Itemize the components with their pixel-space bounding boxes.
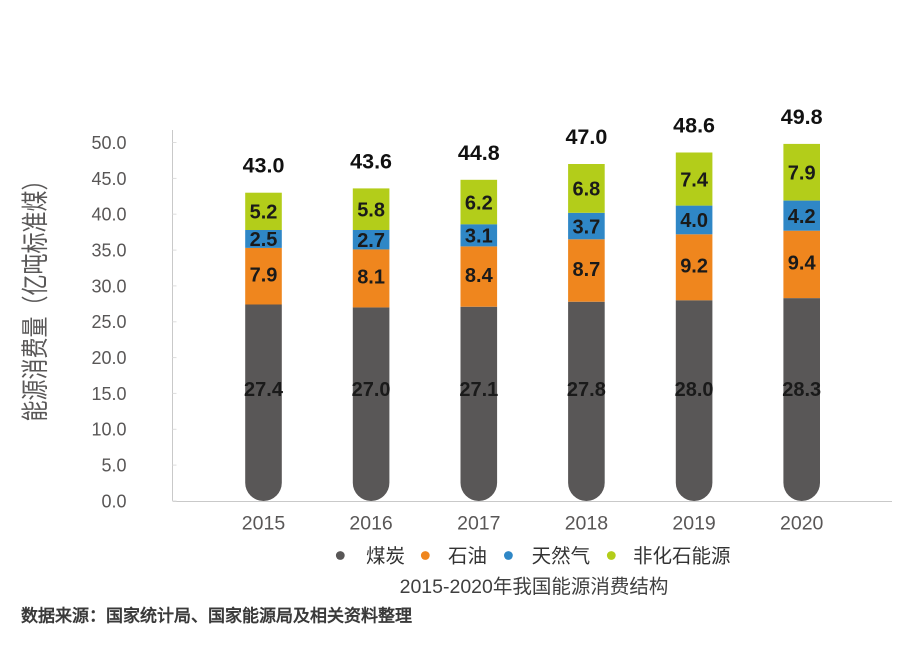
svg-text:7.9: 7.9 (788, 163, 816, 185)
svg-text:9.2: 9.2 (680, 256, 708, 278)
svg-text:27.8: 27.8 (567, 379, 606, 401)
svg-text:20.0: 20.0 (91, 348, 126, 368)
svg-text:48.6: 48.6 (673, 114, 715, 138)
svg-text:非化石能源: 非化石能源 (633, 546, 731, 568)
svg-text:2.5: 2.5 (250, 229, 278, 251)
svg-text:8.1: 8.1 (357, 267, 385, 289)
svg-text:43.6: 43.6 (350, 149, 392, 173)
svg-text:5.8: 5.8 (357, 200, 385, 222)
svg-text:27.1: 27.1 (459, 379, 498, 401)
svg-text:25.0: 25.0 (91, 312, 126, 332)
svg-text:石油: 石油 (448, 546, 487, 568)
svg-text:4.0: 4.0 (680, 210, 708, 232)
svg-text:27.0: 27.0 (352, 379, 391, 401)
svg-text:43.0: 43.0 (243, 154, 285, 178)
svg-text:28.0: 28.0 (675, 379, 714, 401)
svg-text:6.8: 6.8 (572, 179, 600, 201)
svg-text:15.0: 15.0 (91, 384, 126, 404)
svg-text:能源消费量（亿吨标准煤）: 能源消费量（亿吨标准煤） (21, 170, 51, 422)
svg-text:2015: 2015 (242, 513, 286, 535)
svg-text:2017: 2017 (457, 513, 500, 535)
svg-text:3.1: 3.1 (465, 226, 493, 248)
svg-text:47.0: 47.0 (565, 125, 607, 149)
svg-text:2.7: 2.7 (357, 230, 385, 252)
svg-text:45.0: 45.0 (91, 169, 126, 189)
svg-text:2016: 2016 (349, 513, 392, 535)
svg-text:28.3: 28.3 (782, 379, 821, 401)
svg-text:49.8: 49.8 (781, 105, 823, 129)
svg-text:2019: 2019 (672, 513, 715, 535)
svg-text:10.0: 10.0 (91, 420, 126, 440)
svg-text:44.8: 44.8 (458, 141, 500, 165)
svg-text:7.9: 7.9 (250, 265, 278, 287)
svg-text:50.0: 50.0 (91, 133, 126, 153)
svg-text:5.2: 5.2 (250, 202, 278, 224)
svg-text:数据来源：国家统计局、国家能源局及相关资料整理: 数据来源：国家统计局、国家能源局及相关资料整理 (21, 606, 412, 626)
svg-text:8.7: 8.7 (572, 259, 600, 281)
svg-text:8.4: 8.4 (465, 265, 494, 287)
svg-text:9.4: 9.4 (788, 253, 817, 275)
svg-text:3.7: 3.7 (572, 216, 600, 238)
svg-text:40.0: 40.0 (91, 205, 126, 225)
svg-text:煤炭: 煤炭 (366, 546, 405, 568)
svg-text:27.4: 27.4 (244, 379, 284, 401)
svg-text:6.2: 6.2 (465, 192, 493, 214)
svg-text:2018: 2018 (565, 513, 608, 535)
svg-text:天然气: 天然气 (532, 546, 591, 568)
svg-text:7.4: 7.4 (680, 169, 709, 191)
svg-text:5.0: 5.0 (101, 456, 126, 476)
svg-text:2020: 2020 (780, 513, 824, 535)
svg-text:4.2: 4.2 (788, 206, 816, 228)
svg-text:35.0: 35.0 (91, 240, 126, 260)
svg-text:0.0: 0.0 (101, 491, 126, 511)
svg-text:2015-2020年我国能源消费结构: 2015-2020年我国能源消费结构 (400, 576, 669, 598)
svg-text:30.0: 30.0 (91, 276, 126, 296)
